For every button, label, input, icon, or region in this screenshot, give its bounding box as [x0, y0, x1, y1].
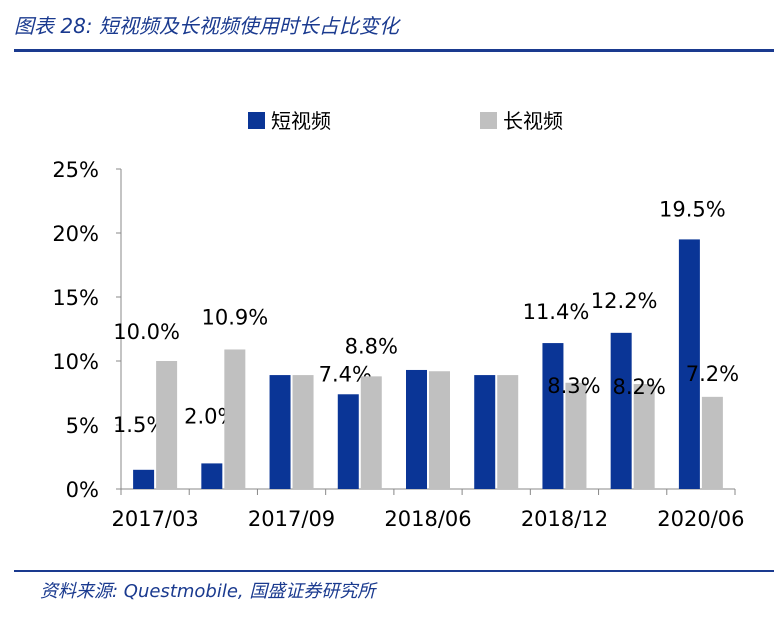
source-rule [14, 570, 774, 572]
data-label: 8.8% [345, 334, 398, 358]
x-tick-label: 2017/09 [248, 507, 335, 531]
y-tick-label: 5% [66, 414, 99, 438]
long-video-bar [429, 371, 450, 489]
short-video-bar [406, 369, 427, 489]
y-tick-label: 20% [52, 222, 99, 246]
data-label: 10.9% [201, 305, 268, 329]
legend-label: 长视频 [503, 109, 563, 133]
data-label: 8.3% [547, 374, 600, 398]
legend-label: 短视频 [271, 109, 331, 133]
data-label: 19.5% [659, 197, 726, 221]
short-video-bar [201, 463, 223, 489]
long-video-bar [497, 375, 519, 489]
short-video-bar [542, 343, 564, 489]
short-video-bar [133, 469, 155, 489]
source-note: 资料来源: Questmobile, 国盛证券研究所 [40, 581, 376, 602]
figure-title: 图表 28: 短视频及长视频使用时长占比变化 [14, 14, 399, 38]
data-label: 7.2% [686, 362, 739, 386]
data-label: 12.2% [591, 289, 658, 313]
long-video-bar [360, 376, 382, 489]
y-tick-label: 10% [52, 350, 99, 374]
x-tick-label: 2018/06 [384, 507, 471, 531]
x-tick-label: 2020/06 [657, 507, 744, 531]
long-video-bar [565, 382, 587, 489]
data-label: 11.4% [523, 300, 590, 324]
short-video-bar [269, 375, 291, 489]
short-video-bar [337, 394, 359, 489]
x-tick-label: 2018/12 [521, 507, 608, 531]
long-video-bar [701, 396, 723, 489]
y-tick-label: 0% [66, 478, 99, 502]
long-video-bar [224, 349, 246, 489]
legend-swatch [248, 112, 265, 129]
y-tick-label: 25% [52, 158, 99, 182]
data-label: 8.2% [612, 375, 665, 399]
x-tick-label: 2017/03 [111, 507, 198, 531]
data-label: 10.0% [113, 320, 180, 344]
short-video-bar [678, 239, 700, 489]
y-tick-label: 15% [52, 286, 99, 310]
long-video-bar [633, 384, 655, 489]
legend-swatch [480, 112, 497, 129]
short-video-bar [610, 332, 632, 489]
long-video-bar [292, 375, 314, 489]
short-video-bar [474, 375, 496, 489]
title-rule [14, 49, 774, 52]
long-video-bar [156, 361, 178, 489]
